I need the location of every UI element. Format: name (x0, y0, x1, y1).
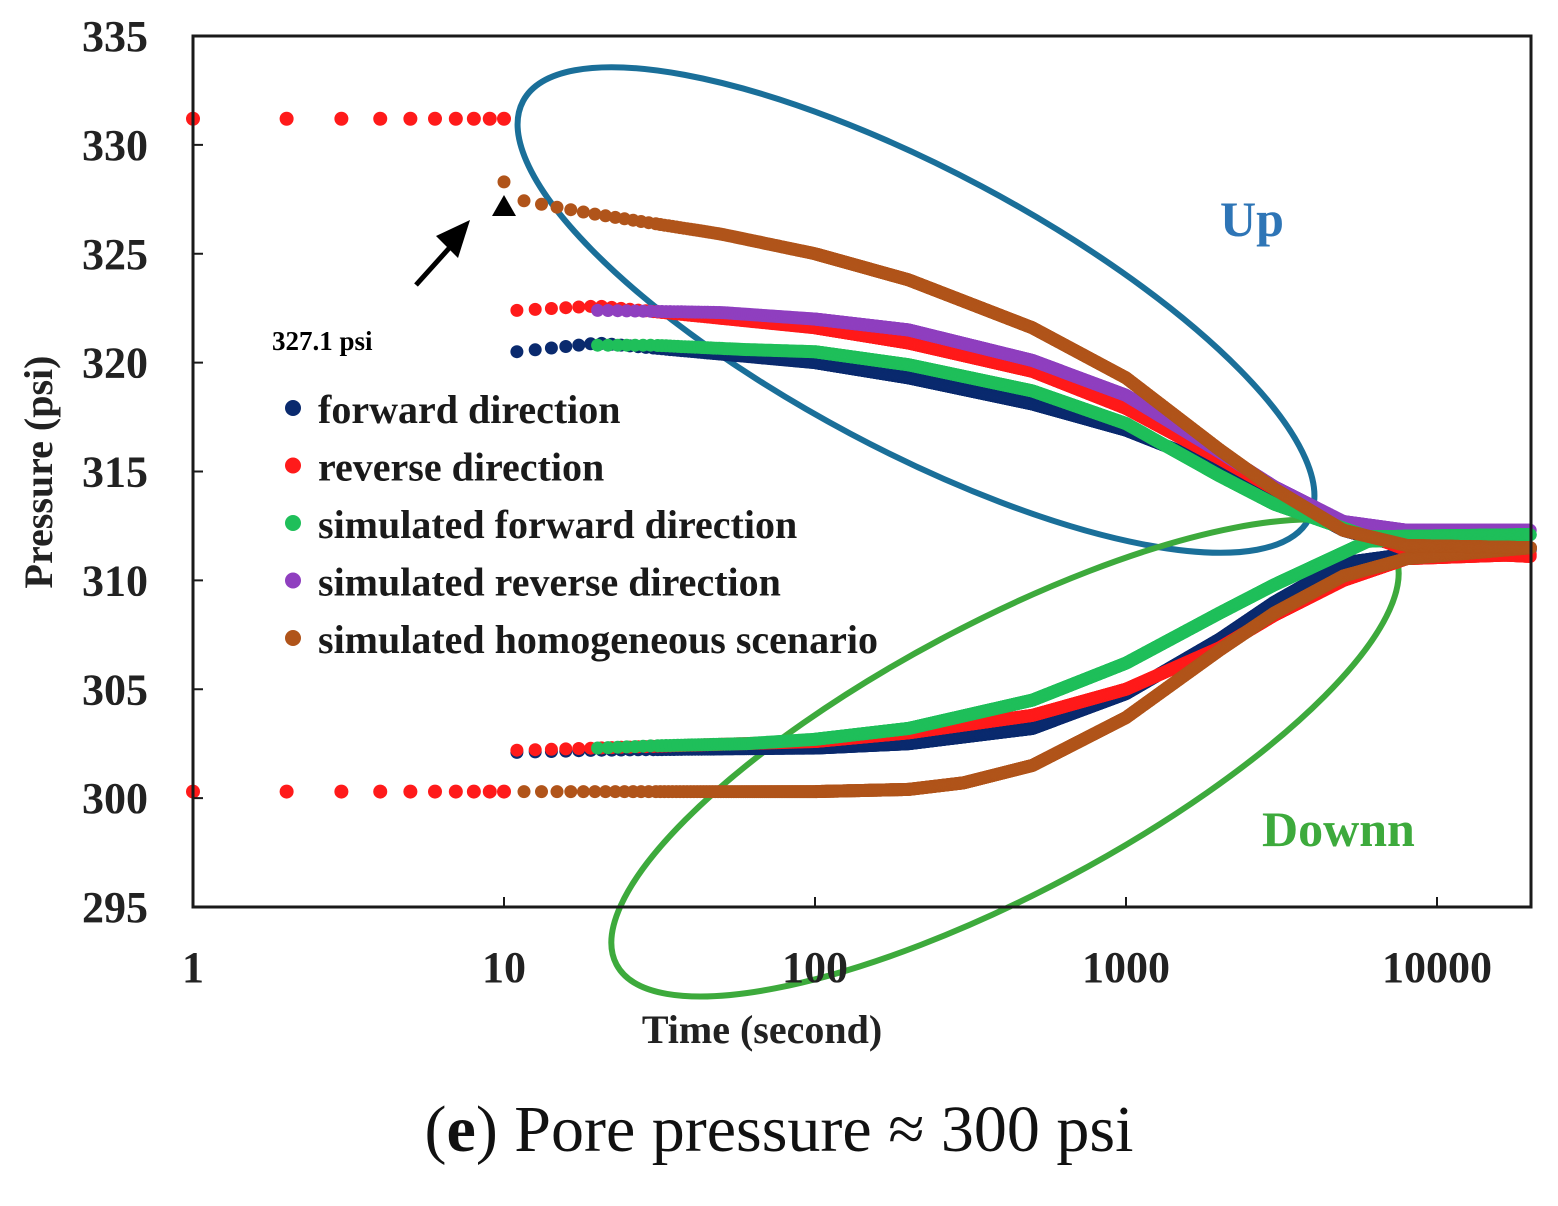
data-point (510, 743, 524, 757)
data-point (510, 345, 524, 359)
data-point (572, 742, 586, 755)
data-point (528, 743, 542, 757)
data-point (528, 302, 542, 316)
data-point (528, 343, 542, 357)
data-point (559, 742, 573, 756)
data-point (510, 303, 524, 317)
data-point (544, 742, 558, 756)
data-point (559, 301, 573, 315)
data-point (572, 300, 586, 314)
data-point (544, 302, 558, 315)
data-point (572, 338, 586, 352)
data-point (559, 340, 573, 353)
data-point (544, 341, 558, 355)
